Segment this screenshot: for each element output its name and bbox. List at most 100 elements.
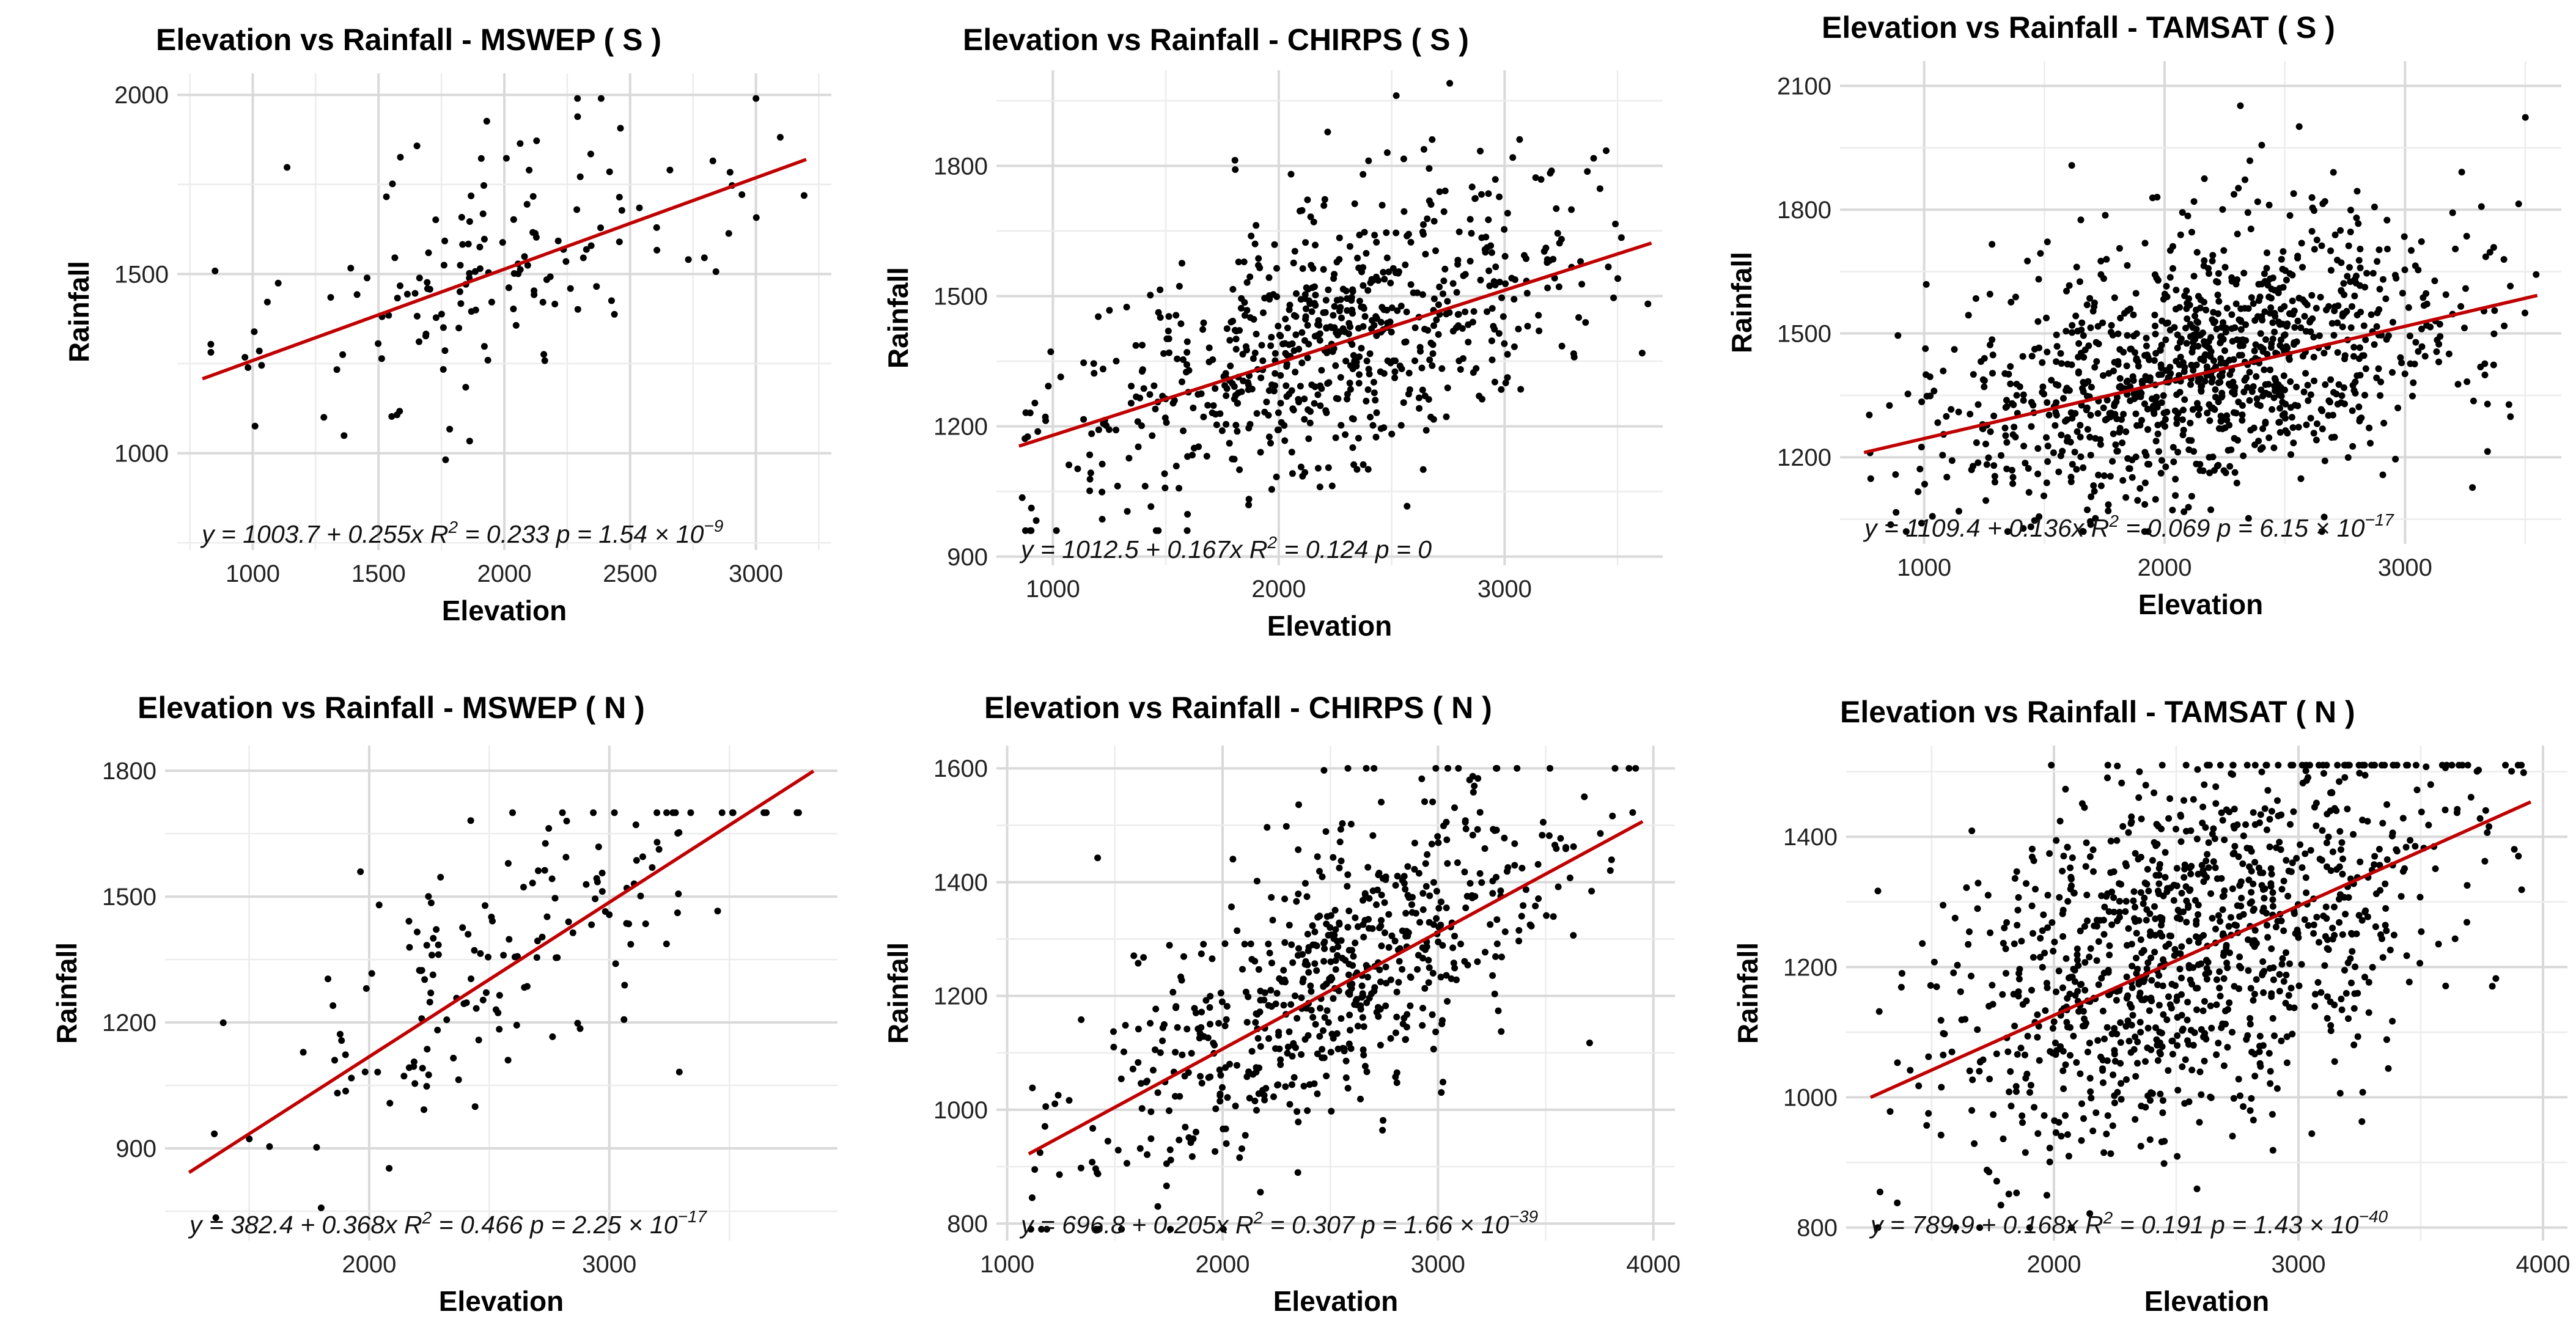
data-point bbox=[2004, 1048, 2012, 1055]
data-point bbox=[2055, 468, 2063, 475]
data-point bbox=[2185, 504, 2192, 511]
data-point bbox=[1614, 275, 1621, 282]
data-point bbox=[2032, 886, 2039, 893]
data-point bbox=[1157, 1049, 1164, 1056]
data-point bbox=[1141, 483, 1149, 490]
data-point bbox=[1437, 922, 1444, 929]
data-point bbox=[1612, 221, 1619, 227]
data-point bbox=[1197, 1073, 1204, 1080]
data-point bbox=[2261, 805, 2269, 812]
data-point bbox=[592, 895, 599, 903]
data-point bbox=[2369, 270, 2377, 277]
data-point bbox=[2303, 889, 2310, 897]
data-point bbox=[2163, 1016, 2171, 1024]
data-point bbox=[2053, 411, 2060, 419]
data-point bbox=[2046, 1158, 2053, 1165]
data-point bbox=[1282, 1083, 1289, 1090]
data-point bbox=[1086, 451, 1094, 458]
data-point bbox=[760, 809, 768, 816]
data-point bbox=[1135, 1059, 1142, 1066]
data-point bbox=[2276, 429, 2284, 436]
data-point bbox=[2202, 306, 2210, 314]
data-point bbox=[1874, 887, 1882, 895]
data-point bbox=[1273, 473, 1280, 480]
data-point bbox=[1253, 1068, 1260, 1076]
data-point bbox=[1522, 886, 1529, 893]
data-point bbox=[1584, 168, 1591, 175]
data-point bbox=[2218, 389, 2226, 397]
data-point bbox=[1253, 222, 1260, 229]
data-point bbox=[2280, 978, 2287, 985]
data-point bbox=[2300, 388, 2308, 395]
data-point bbox=[2462, 285, 2469, 292]
data-point bbox=[2095, 981, 2102, 988]
data-point bbox=[2357, 372, 2364, 379]
data-point bbox=[1323, 913, 1331, 920]
data-point bbox=[1363, 250, 1370, 257]
data-point bbox=[2520, 769, 2527, 776]
data-point bbox=[2031, 345, 2038, 353]
data-point bbox=[1570, 350, 1577, 358]
data-point bbox=[1915, 1082, 1923, 1090]
data-point bbox=[1237, 304, 1245, 312]
data-point bbox=[1381, 899, 1388, 906]
data-point bbox=[1138, 422, 1145, 430]
data-point bbox=[1147, 292, 1154, 299]
data-point bbox=[2323, 839, 2330, 846]
data-point bbox=[2216, 968, 2223, 975]
data-point bbox=[1155, 527, 1162, 534]
data-point bbox=[2100, 372, 2107, 379]
data-point bbox=[2432, 865, 2439, 872]
data-point bbox=[1985, 1002, 1993, 1010]
data-point bbox=[612, 960, 619, 967]
data-point bbox=[1400, 879, 1408, 887]
y-axis-label: Rainfall bbox=[51, 942, 83, 1044]
data-point bbox=[1419, 386, 1426, 394]
data-point bbox=[256, 347, 263, 354]
data-point bbox=[1065, 461, 1073, 469]
data-point bbox=[2278, 1037, 2285, 1044]
data-point bbox=[2221, 424, 2229, 431]
data-point bbox=[1385, 944, 1393, 951]
data-point bbox=[2264, 934, 2272, 941]
data-point bbox=[2246, 369, 2253, 376]
data-point bbox=[2259, 958, 2267, 965]
data-point bbox=[1396, 958, 1403, 965]
data-point bbox=[2435, 941, 2442, 948]
data-point bbox=[2053, 399, 2060, 406]
data-point bbox=[1219, 1084, 1226, 1091]
data-point bbox=[685, 256, 692, 263]
data-point bbox=[1218, 998, 1226, 1005]
data-point bbox=[2019, 353, 2026, 360]
data-point bbox=[502, 155, 510, 162]
data-point bbox=[1933, 983, 1940, 991]
data-point bbox=[2087, 1088, 2094, 1095]
data-point bbox=[2415, 266, 2422, 274]
data-point bbox=[2322, 903, 2330, 911]
data-point bbox=[2076, 278, 2083, 285]
data-point bbox=[2287, 378, 2294, 385]
data-point bbox=[1438, 1020, 1446, 1027]
data-point bbox=[549, 1033, 556, 1040]
data-point bbox=[2116, 346, 2124, 353]
data-point bbox=[1547, 765, 1553, 772]
data-point bbox=[2011, 424, 2018, 431]
data-point bbox=[567, 285, 574, 292]
data-point bbox=[574, 1019, 581, 1027]
data-point bbox=[479, 210, 487, 218]
data-point bbox=[2261, 308, 2269, 315]
data-point bbox=[2221, 347, 2228, 354]
data-point bbox=[776, 134, 784, 141]
data-point bbox=[2376, 285, 2383, 293]
data-point bbox=[2152, 915, 2159, 922]
data-point bbox=[2075, 1008, 2082, 1015]
data-point bbox=[2325, 946, 2332, 953]
data-point bbox=[212, 1214, 219, 1221]
data-point bbox=[2014, 906, 2022, 914]
data-point bbox=[1404, 863, 1411, 870]
data-point bbox=[2108, 321, 2115, 329]
data-point bbox=[2059, 906, 2067, 914]
data-point bbox=[329, 1002, 337, 1009]
data-point bbox=[1270, 1093, 1277, 1101]
gridlines bbox=[996, 746, 1675, 1241]
